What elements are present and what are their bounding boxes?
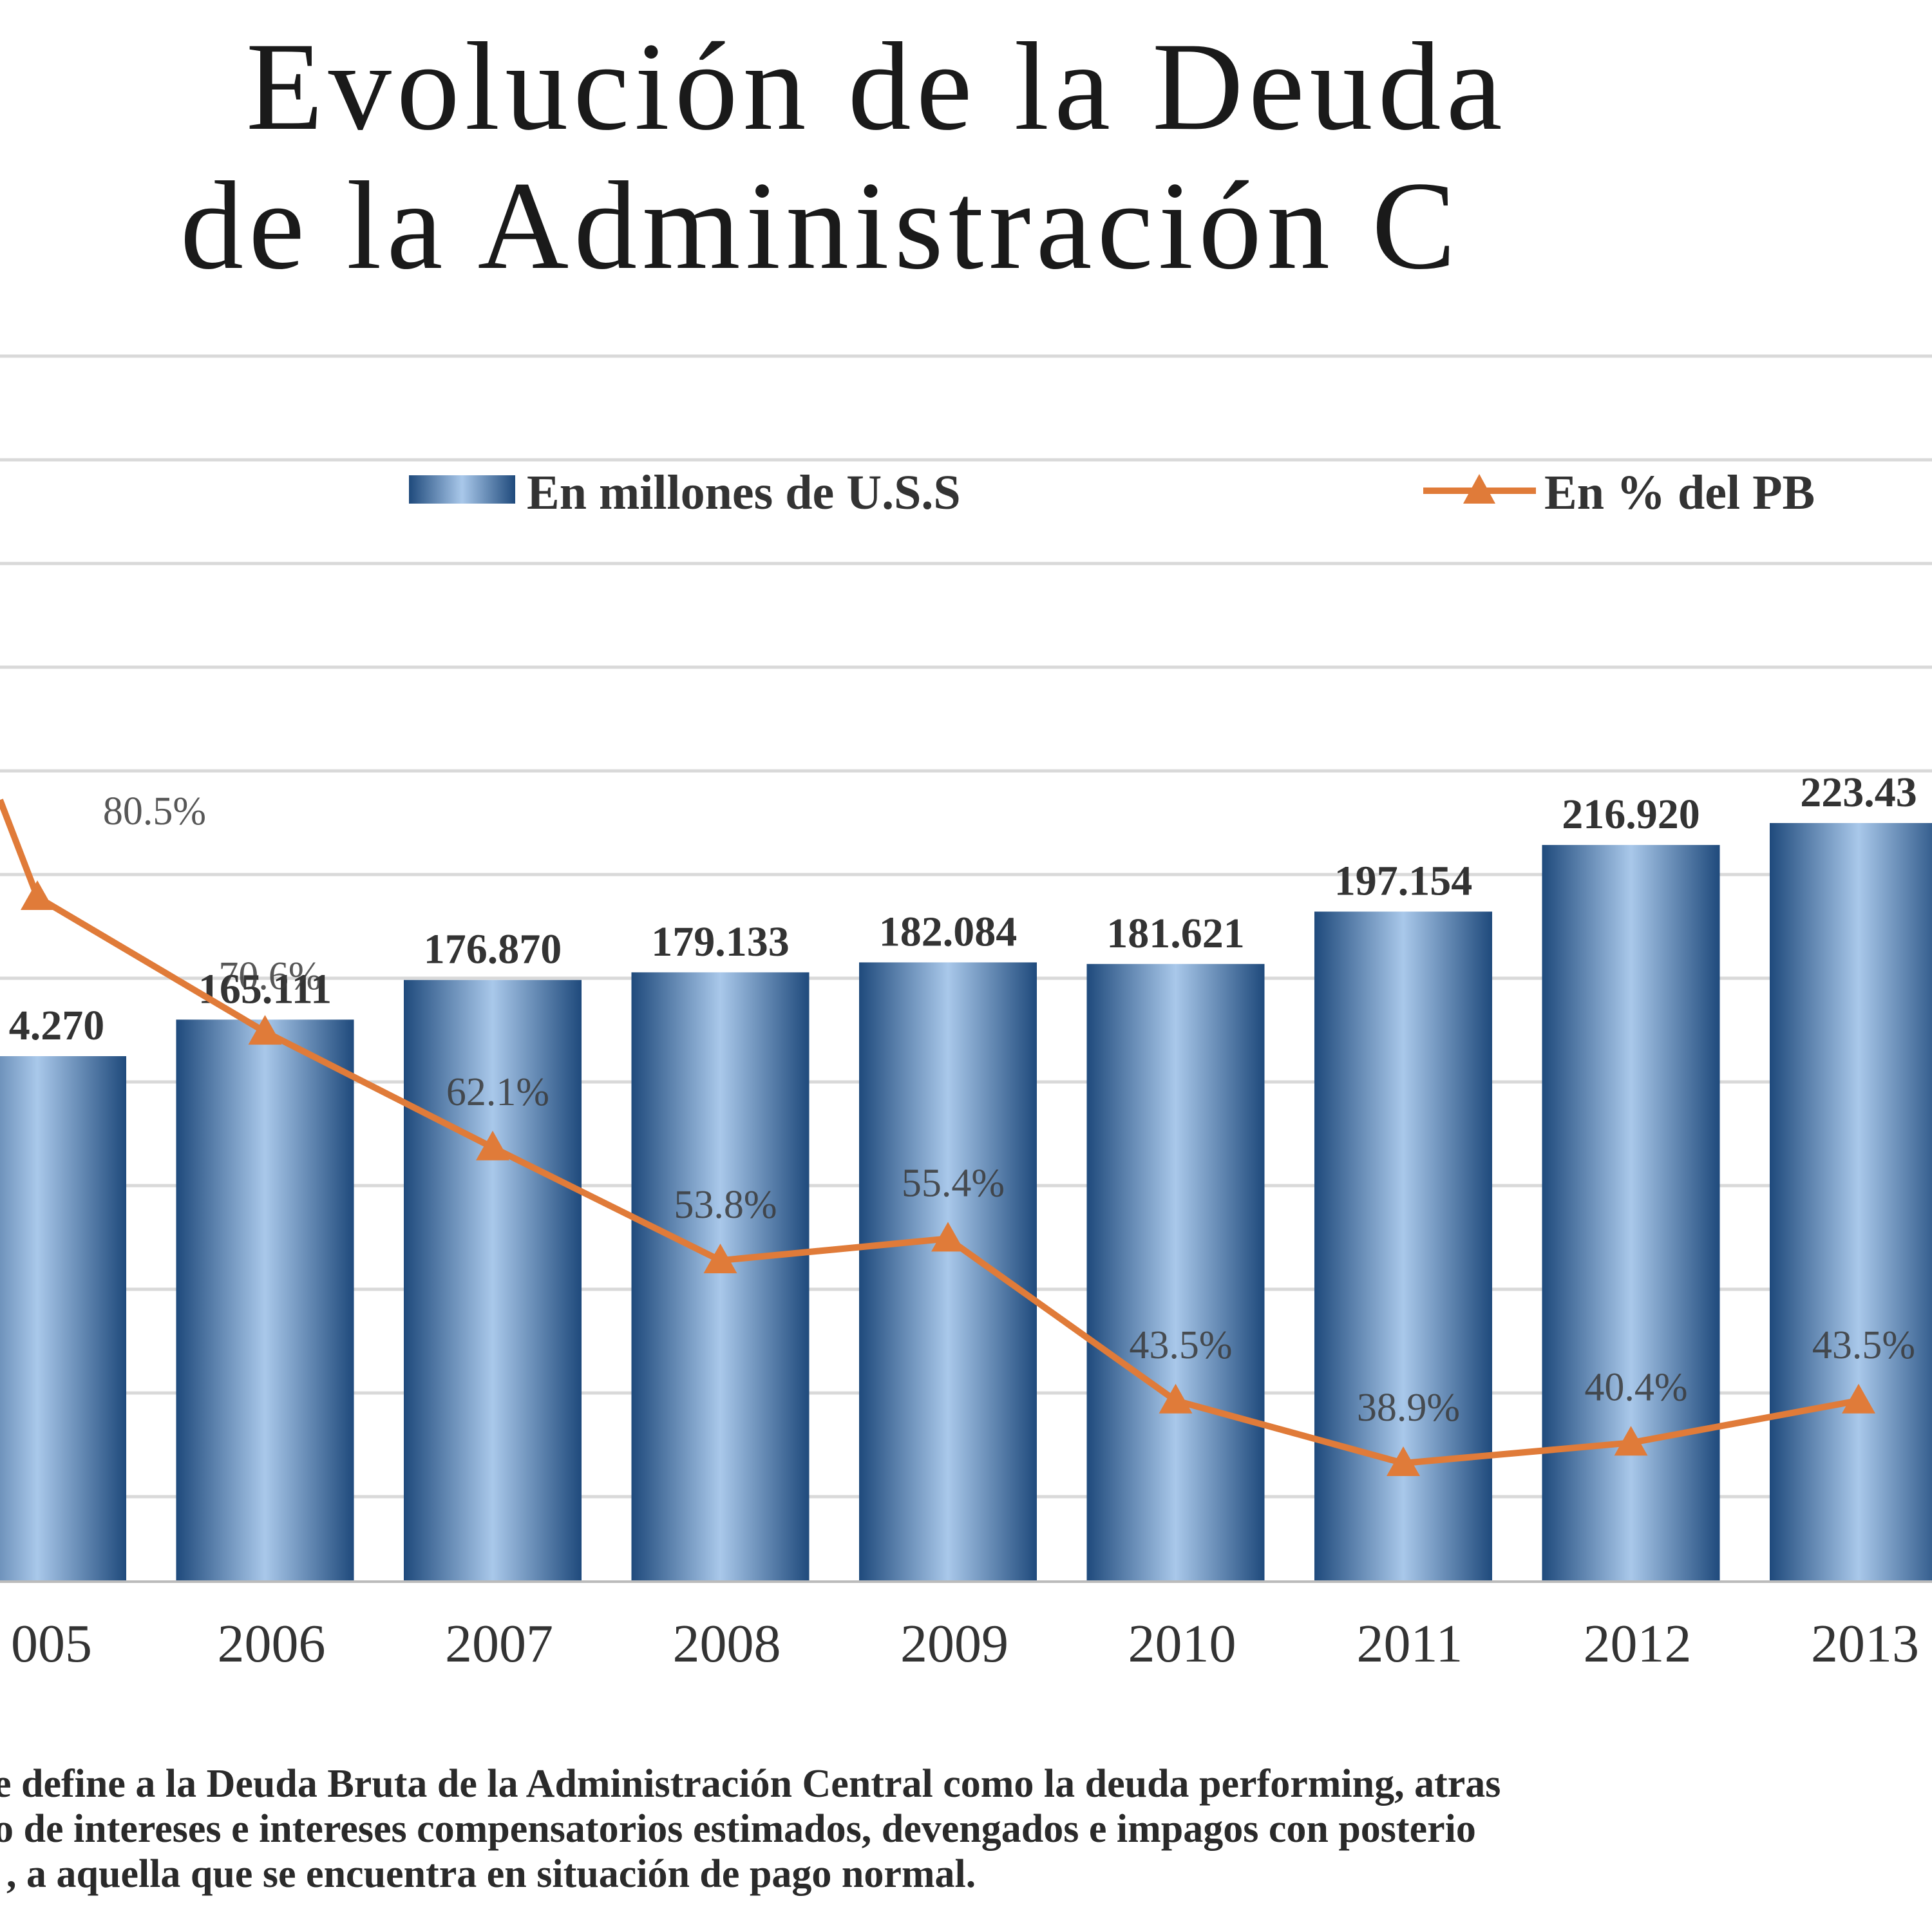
- bar-value-label-2010: 181.621: [1106, 910, 1245, 957]
- pct-label-2005: 80.5%: [103, 790, 206, 833]
- bar-value-label-2013: 223.43: [1800, 769, 1917, 816]
- line-value-labels: 80.5% 70.6% 62.1% 53.8% 55.4% 43.5% 38.9% 40.4%…: [103, 790, 1915, 1430]
- pct-label-2009: 55.4%: [902, 1161, 1005, 1205]
- legend-line-marker: [1463, 474, 1495, 504]
- pct-marker-2012: [1614, 1426, 1648, 1456]
- x-tick-2005: 005: [11, 1614, 92, 1674]
- pct-marker-2011: [1387, 1446, 1420, 1476]
- bars: [0, 823, 1932, 1582]
- x-tick-2011: 2011: [1357, 1614, 1463, 1674]
- bar-2013: [1770, 823, 1932, 1582]
- pct-label-2008: 53.8%: [674, 1183, 777, 1227]
- x-tick-2012: 2012: [1584, 1614, 1692, 1674]
- bar-2009: [859, 962, 1037, 1582]
- x-tick-labels: 005 2006 2007 2008 2009 2010 2011 2012 2013: [11, 1614, 1919, 1674]
- pct-label-2013: 43.5%: [1812, 1323, 1915, 1367]
- bar-2011: [1314, 911, 1492, 1582]
- bar-2008: [631, 972, 810, 1582]
- bar-value-label-2005: 4.270: [9, 1002, 105, 1049]
- bar-2012: [1542, 845, 1720, 1582]
- x-tick-2009: 2009: [900, 1614, 1009, 1674]
- pct-marker-2007: [476, 1130, 509, 1160]
- footnote-line-2: o de intereses e intereses compensatorio…: [0, 1807, 1476, 1851]
- footnote-line-1: e define a la Deuda Bruta de la Administ…: [0, 1762, 1501, 1806]
- bar-value-label-2009: 182.084: [879, 908, 1018, 955]
- bar-2005: [0, 1056, 126, 1582]
- legend-bar-swatch: [409, 475, 515, 504]
- x-tick-2006: 2006: [218, 1614, 326, 1674]
- pct-label-2007: 62.1%: [446, 1070, 549, 1114]
- line-series: [0, 799, 1875, 1476]
- x-tick-2007: 2007: [445, 1614, 553, 1674]
- bar-2007: [404, 980, 582, 1582]
- legend-bar-label: En millones de U.S.S: [527, 466, 961, 520]
- pct-label-2010: 43.5%: [1129, 1323, 1232, 1367]
- x-tick-2010: 2010: [1128, 1614, 1236, 1674]
- legend: En millones de U.S.S En % del PB: [409, 466, 1815, 520]
- pct-label-2011: 38.9%: [1357, 1386, 1460, 1430]
- pct-marker-2006: [248, 1015, 282, 1045]
- x-tick-2013: 2013: [1811, 1614, 1919, 1674]
- pct-marker-2013: [1842, 1383, 1875, 1414]
- bar-value-label-2007: 176.870: [424, 926, 562, 973]
- legend-line-label: En % del PB: [1544, 466, 1815, 520]
- footnote-line-3: , a aquella que se encuentra en situació…: [6, 1852, 976, 1896]
- pct-label-2012: 40.4%: [1584, 1365, 1687, 1409]
- chart-title-line-1: Evolución de la Deuda: [246, 17, 1508, 156]
- pct-marker-2005: [21, 880, 54, 910]
- bar-2006: [176, 1019, 354, 1582]
- bar-value-label-2012: 216.920: [1562, 791, 1700, 838]
- chart-title-line-2: de la Administración C: [180, 156, 1461, 296]
- bar-2010: [1086, 963, 1265, 1582]
- pct-marker-2008: [703, 1244, 737, 1274]
- pct-line: [0, 799, 1859, 1466]
- pct-marker-2010: [1159, 1383, 1193, 1414]
- bar-value-label-2011: 197.154: [1334, 858, 1473, 905]
- x-tick-2008: 2008: [673, 1614, 781, 1674]
- pct-label-2006: 70.6%: [218, 954, 321, 998]
- bar-value-label-2008: 179.133: [651, 918, 790, 965]
- pct-marker-2009: [931, 1222, 965, 1252]
